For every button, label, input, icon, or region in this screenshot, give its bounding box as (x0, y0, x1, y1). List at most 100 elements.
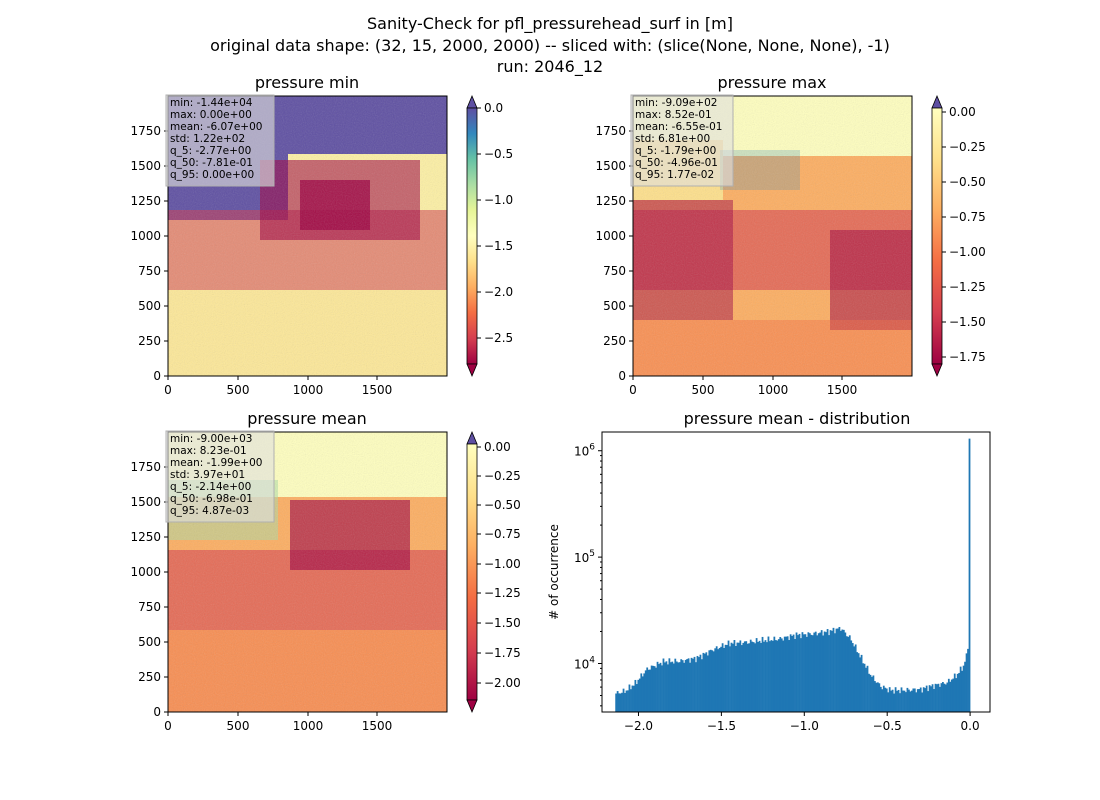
histogram-bar (717, 649, 720, 712)
histogram-bar (690, 657, 693, 712)
histogram-bar (680, 659, 683, 712)
histogram-bar (962, 665, 965, 712)
y-tick: 1250 (130, 194, 168, 208)
histogram-bar (616, 691, 619, 712)
colorbar: 0.00 −0.25 −0.50 −0.75 −1.00 −1.25 −1.50… (466, 430, 521, 714)
histogram-bar (699, 654, 702, 712)
x-axis: 0 500 1000 1500 (164, 712, 392, 733)
histogram-bar (735, 645, 737, 712)
y-tick-label: 106 (574, 443, 595, 459)
histogram-bar (624, 692, 626, 712)
y-tick-label: 1750 (130, 124, 161, 138)
stat-line: mean: -6.55e-01 (635, 121, 722, 133)
histogram-bar (783, 636, 786, 712)
figure-title-line2: original data shape: (32, 15, 2000, 2000… (210, 36, 890, 55)
histogram-bar (672, 663, 675, 712)
stat-line: max: 0.00e+00 (170, 109, 252, 121)
y-tick-label: 750 (138, 264, 161, 278)
y-tick: 1750 (595, 124, 633, 138)
histogram-bar (841, 629, 844, 712)
cb-tick: −0.75 (477, 527, 521, 541)
cb-tick-label: −2.00 (484, 676, 521, 690)
histogram-bar (720, 646, 723, 712)
histogram-bar (702, 652, 705, 712)
histogram-bar (876, 682, 879, 712)
y-tick-label: 1750 (130, 460, 161, 474)
x-tick-label: 1500 (827, 383, 858, 397)
y-tick: 0 (153, 705, 168, 719)
stat-line: q_5: -1.79e+00 (635, 145, 716, 157)
histogram-bar (669, 662, 672, 712)
histogram-bar (819, 632, 822, 712)
y-tick-label: 500 (138, 299, 161, 313)
histogram-bar (899, 693, 901, 712)
cb-tick: −2.00 (477, 676, 521, 690)
histogram-bar (807, 632, 810, 712)
histogram-bar (696, 655, 699, 712)
histogram-bar (919, 687, 922, 712)
x-tick-label: 1000 (293, 383, 324, 397)
histogram-bar (631, 685, 634, 712)
histogram-bar (739, 640, 742, 712)
histogram-bar (865, 667, 867, 712)
histogram-bar (814, 631, 817, 712)
cb-tick-label: 0.00 (949, 105, 976, 119)
y-axis-label: # of occurrence (547, 524, 561, 620)
histogram-bar (701, 659, 703, 712)
y-tick-label: 105 (574, 549, 595, 565)
histogram-bar (847, 636, 850, 712)
x-tick: −1.5 (707, 712, 736, 733)
x-tick: 1000 (293, 712, 323, 733)
histogram-bar (706, 655, 709, 712)
histogram-bar (853, 646, 856, 712)
histogram-bar (647, 669, 650, 712)
histogram-bar (902, 690, 904, 712)
histogram-bar (900, 687, 903, 712)
histogram-bar (940, 683, 943, 712)
stat-line: max: 8.52e-01 (635, 109, 712, 121)
histogram-bar (837, 628, 839, 712)
histogram-bar (714, 648, 717, 712)
histogram-bar (770, 640, 773, 712)
histogram-bar (695, 662, 697, 712)
histogram-bar (838, 626, 841, 712)
cb-tick: −0.25 (477, 469, 521, 483)
y-tick-label: 1250 (595, 194, 626, 208)
cb-tick-label: −0.75 (484, 527, 521, 541)
histogram-bar (936, 684, 938, 712)
histogram-bar (687, 658, 690, 712)
histogram-bar (845, 636, 848, 712)
histogram-bar (943, 683, 946, 712)
histogram-bar (743, 641, 746, 712)
histogram-bar (825, 632, 827, 712)
histogram-bar (888, 687, 891, 712)
cb-tick: −2.5 (477, 331, 513, 345)
histogram-bar (665, 661, 668, 712)
histogram-bar (924, 688, 927, 712)
histogram-bar (894, 687, 897, 712)
histogram-bar (881, 689, 884, 712)
stats-box: min: -1.44e+04 max: 0.00e+00 mean: -6.07… (165, 94, 275, 187)
y-tick: 500 (603, 299, 633, 313)
y-tick: 1250 (595, 194, 633, 208)
cb-tick: −1.25 (942, 280, 986, 294)
histogram-bar (760, 642, 762, 712)
histogram-bar (662, 658, 665, 712)
colorbar-extend-bottom (466, 699, 478, 714)
stat-line: min: -9.09e+02 (635, 97, 717, 109)
histogram-bar (788, 640, 791, 712)
y-tick: 1000 (130, 229, 168, 243)
histogram-bar (906, 687, 909, 712)
histogram-bar (718, 647, 721, 712)
histogram-bar (785, 636, 788, 712)
histogram-bar (755, 638, 758, 712)
x-tick-label: −0.5 (873, 719, 902, 733)
histogram-bar (903, 690, 906, 712)
histogram-bar (844, 632, 847, 712)
y-tick: 1500 (595, 159, 633, 173)
histogram-bar (822, 635, 825, 712)
histogram-bar (804, 634, 807, 712)
histogram-bar (953, 673, 956, 712)
stat-line: q_95: 0.00e+00 (170, 169, 254, 181)
histogram-bar (958, 672, 961, 712)
